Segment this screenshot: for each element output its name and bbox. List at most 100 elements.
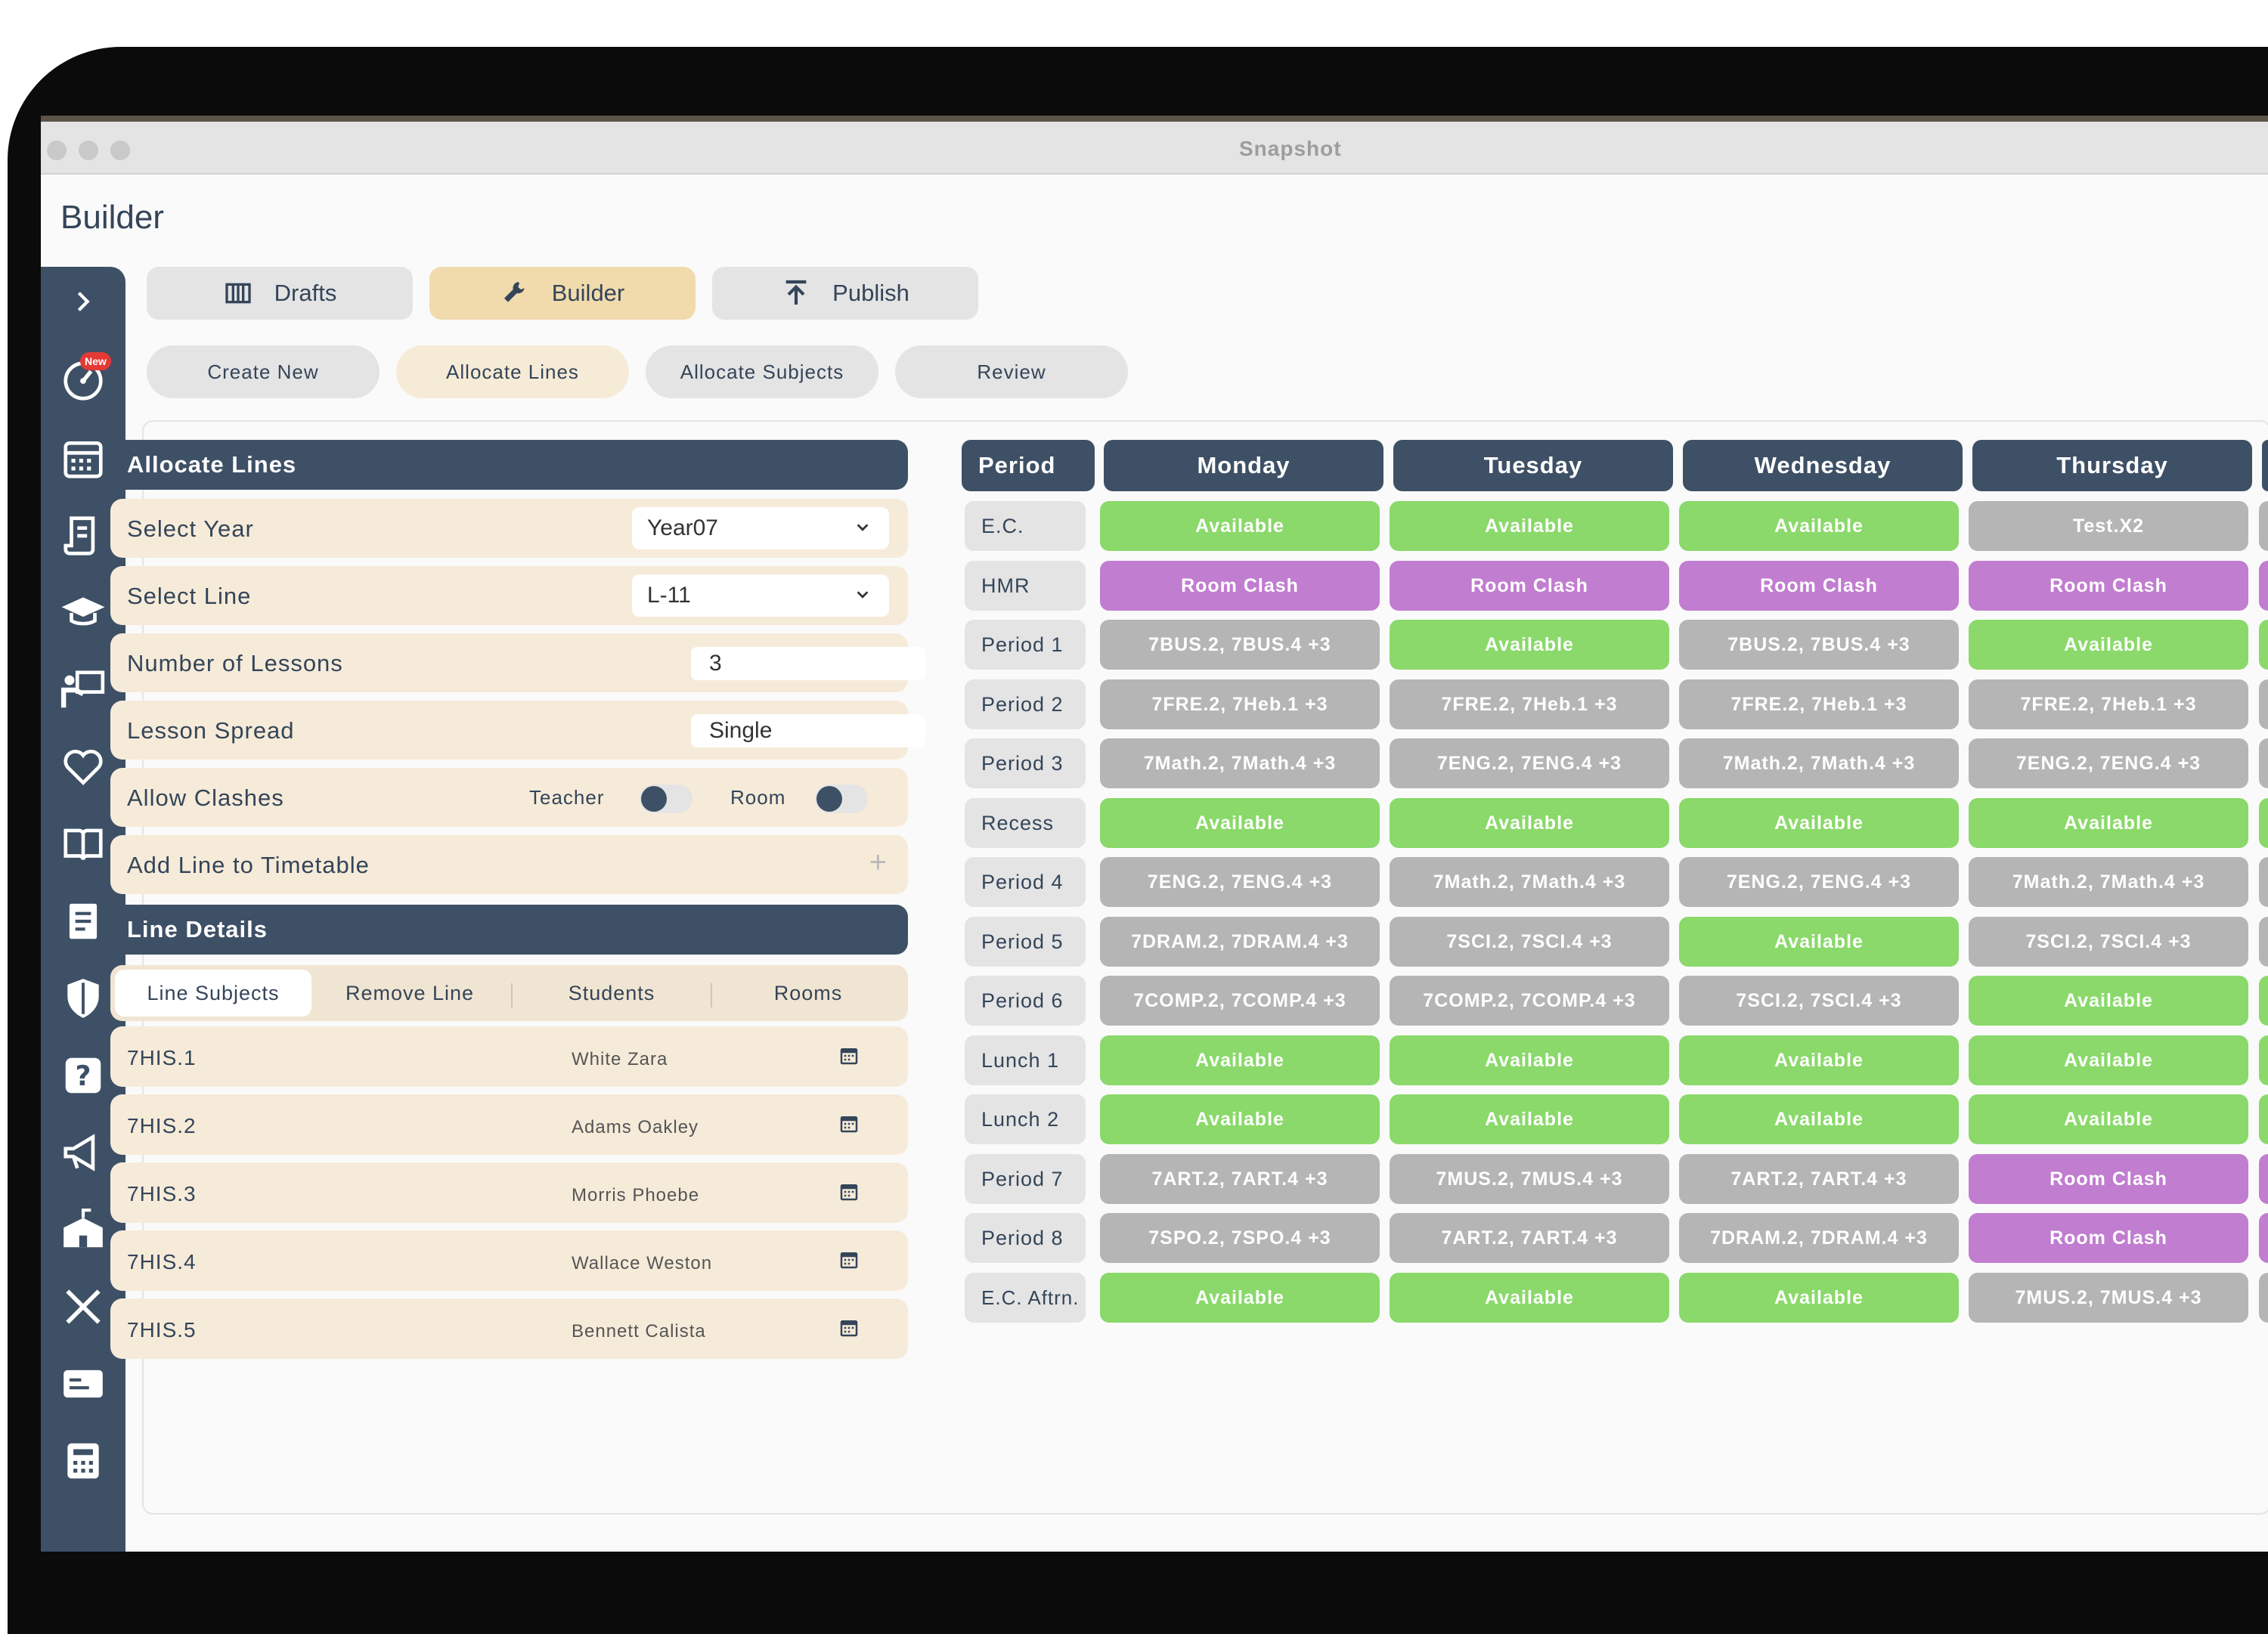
timetable-cell[interactable]: 7MUS.2, 7MUS.4 +3 <box>1969 1273 2248 1323</box>
teacher-clash-toggle[interactable] <box>640 785 692 813</box>
timetable-cell[interactable]: 7FRE.2, 7Heb.1 +3 <box>1100 679 1380 729</box>
subtab-allocate-subjects[interactable]: Allocate Subjects <box>646 345 878 398</box>
timetable-cell[interactable]: Available <box>1969 1035 2248 1085</box>
timetable-cell[interactable]: Room Clash <box>1100 561 1380 611</box>
shield-icon[interactable] <box>41 970 125 1027</box>
timetable-cell[interactable]: Available <box>1969 976 2248 1026</box>
timetable-cell[interactable]: Available <box>1679 1273 1959 1323</box>
close-window-button[interactable] <box>47 141 67 160</box>
calendar-icon[interactable] <box>838 1181 860 1203</box>
tab-drafts[interactable]: Drafts <box>147 267 413 320</box>
timetable-cell[interactable]: Available <box>1390 501 1669 551</box>
timetable-cell[interactable]: 7FRE.2, 7Heb.1 +3 <box>1679 679 1959 729</box>
timetable-cell[interactable]: 7SCI.2, 7SCI.4 +3 <box>1969 917 2248 967</box>
timetable-cell[interactable]: 7Math.2, 7Math.4 +3 <box>1390 857 1669 907</box>
zoom-window-button[interactable] <box>110 141 130 160</box>
timetable-cell[interactable]: 7BUS.2, 7BUS.4 +3 <box>1100 620 1380 670</box>
timetable-cell[interactable]: 7ART.2, 7ART.4 +3 <box>1100 1154 1380 1204</box>
timetable-cell[interactable]: 7FRE.2, 7Heb.1 +3 <box>1390 679 1669 729</box>
timetable-cell[interactable]: Available <box>1100 1094 1380 1144</box>
chevron-right-icon[interactable] <box>41 273 125 330</box>
calendar-icon[interactable] <box>838 1044 860 1067</box>
tab-builder[interactable]: Builder <box>429 267 696 320</box>
timetable-cell[interactable]: Available <box>1679 798 1959 848</box>
timetable-cell[interactable]: 7SCI.2, 7SCI.4 +3 <box>1390 917 1669 967</box>
dashboard-icon[interactable]: New <box>41 352 125 410</box>
school-icon[interactable] <box>41 1201 125 1258</box>
lessons-input[interactable]: 3 <box>691 647 925 680</box>
timetable-cell[interactable]: Available <box>1679 1094 1959 1144</box>
tools-icon[interactable] <box>41 1278 125 1335</box>
id-card-icon[interactable] <box>41 1355 125 1413</box>
tab-line-subjects[interactable]: Line Subjects <box>115 970 311 1017</box>
subtab-allocate-lines[interactable]: Allocate Lines <box>396 345 629 398</box>
timetable-cell[interactable]: Available <box>1390 1273 1669 1323</box>
timetable-cell[interactable]: Room Clash <box>1679 561 1959 611</box>
timetable-cell[interactable]: 7Math.2, 7Math.4 +3 <box>1679 738 1959 788</box>
help-icon[interactable]: ? <box>41 1047 125 1104</box>
timetable-cell[interactable]: 7BUS.2, 7BUS.4 +3 <box>1679 620 1959 670</box>
subtab-review[interactable]: Review <box>895 345 1128 398</box>
timetable-cell[interactable]: 7SPO.2, 7SPO.4 +3 <box>1100 1213 1380 1263</box>
timetable-cell[interactable]: 7SCI.2, 7SCI.4 +3 <box>1679 976 1959 1026</box>
timetable-cell[interactable]: Room Clash <box>1969 561 2248 611</box>
timetable-cell[interactable]: Available <box>1100 798 1380 848</box>
timetable-cell[interactable]: Available <box>1679 501 1959 551</box>
timetable-cell[interactable]: Available <box>1969 620 2248 670</box>
tab-remove-line[interactable]: Remove Line <box>345 981 475 1004</box>
timetable-cell[interactable]: 7FRE.2, 7Heb.1 +3 <box>1969 679 2248 729</box>
timetable-cell[interactable]: Test.X2 <box>1969 501 2248 551</box>
tab-rooms[interactable]: Rooms <box>773 981 843 1004</box>
document-icon[interactable] <box>41 893 125 950</box>
timetable-cell[interactable]: Room Clash <box>1969 1154 2248 1204</box>
add-line-row[interactable]: Add Line to Timetable + <box>110 835 908 894</box>
timetable-cell[interactable]: Available <box>1390 620 1669 670</box>
list-item[interactable]: 7HIS.5 Bennett Calista <box>110 1298 908 1359</box>
select-line-dropdown[interactable]: L-11 <box>632 574 889 617</box>
list-item[interactable]: 7HIS.3 Morris Phoebe <box>110 1162 908 1223</box>
heart-icon[interactable] <box>41 738 125 796</box>
timetable-cell[interactable]: Available <box>1969 1094 2248 1144</box>
timetable-cell[interactable]: Available <box>1390 798 1669 848</box>
timetable-cell[interactable]: Room Clash <box>1969 1213 2248 1263</box>
timetable-cell[interactable]: 7MUS.2, 7MUS.4 +3 <box>1390 1154 1669 1204</box>
book-icon[interactable] <box>41 815 125 873</box>
tab-publish[interactable]: Publish <box>712 267 978 320</box>
list-item[interactable]: 7HIS.1 White Zara <box>110 1026 908 1087</box>
timetable-cell[interactable]: 7ART.2, 7ART.4 +3 <box>1390 1213 1669 1263</box>
minimize-window-button[interactable] <box>79 141 98 160</box>
tab-students[interactable]: Students <box>568 981 655 1004</box>
teacher-board-icon[interactable] <box>41 661 125 719</box>
timetable-cell[interactable]: Available <box>1390 1094 1669 1144</box>
timetable-cell[interactable]: Room Clash <box>1390 561 1669 611</box>
timetable-cell[interactable]: Available <box>1100 1035 1380 1085</box>
timetable-cell[interactable]: 7Math.2, 7Math.4 +3 <box>1100 738 1380 788</box>
timetable-cell[interactable]: 7ART.2, 7ART.4 +3 <box>1679 1154 1959 1204</box>
timetable-cell[interactable]: Available <box>1679 1035 1959 1085</box>
timetable-cell[interactable]: Available <box>1969 798 2248 848</box>
megaphone-icon[interactable] <box>41 1124 125 1181</box>
timetable-cell[interactable]: 7ENG.2, 7ENG.4 +3 <box>1679 857 1959 907</box>
calendar-icon[interactable] <box>838 1317 860 1339</box>
list-item[interactable]: 7HIS.2 Adams Oakley <box>110 1094 908 1155</box>
timetable-cell[interactable]: 7DRAM.2, 7DRAM.4 +3 <box>1100 917 1380 967</box>
room-clash-toggle[interactable] <box>815 785 868 813</box>
timetable-cell[interactable]: 7COMP.2, 7COMP.4 +3 <box>1390 976 1669 1026</box>
calendar-icon[interactable] <box>838 1249 860 1271</box>
scroll-icon[interactable] <box>41 507 125 565</box>
timetable-cell[interactable]: Available <box>1100 501 1380 551</box>
list-item[interactable]: 7HIS.4 Wallace Weston <box>110 1230 908 1291</box>
lesson-spread-input[interactable]: Single <box>691 714 925 747</box>
calculator-icon[interactable] <box>41 1432 125 1490</box>
timetable-cell[interactable]: 7COMP.2, 7COMP.4 +3 <box>1100 976 1380 1026</box>
calendar-icon[interactable] <box>838 1113 860 1135</box>
subtab-create-new[interactable]: Create New <box>147 345 380 398</box>
timetable-cell[interactable]: 7ENG.2, 7ENG.4 +3 <box>1969 738 2248 788</box>
calendar-icon[interactable] <box>41 430 125 487</box>
timetable-cell[interactable]: 7ENG.2, 7ENG.4 +3 <box>1390 738 1669 788</box>
timetable-cell[interactable]: 7Math.2, 7Math.4 +3 <box>1969 857 2248 907</box>
timetable-cell[interactable]: 7ENG.2, 7ENG.4 +3 <box>1100 857 1380 907</box>
graduation-cap-icon[interactable] <box>41 584 125 642</box>
plus-icon[interactable]: + <box>869 846 887 879</box>
timetable-cell[interactable]: Available <box>1679 917 1959 967</box>
